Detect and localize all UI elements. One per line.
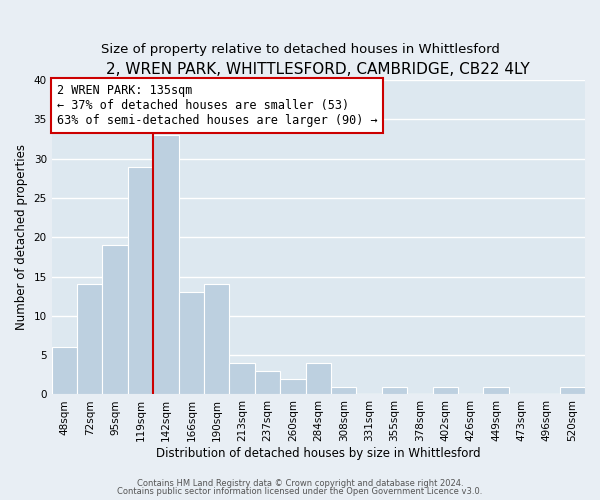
Bar [179,292,204,394]
Bar [77,284,103,395]
Bar [331,386,356,394]
Text: Size of property relative to detached houses in Whittlesford: Size of property relative to detached ho… [101,42,499,56]
Bar [484,386,509,394]
Title: 2, WREN PARK, WHITTLESFORD, CAMBRIDGE, CB22 4LY: 2, WREN PARK, WHITTLESFORD, CAMBRIDGE, C… [106,62,530,78]
X-axis label: Distribution of detached houses by size in Whittlesford: Distribution of detached houses by size … [156,447,481,460]
Text: Contains HM Land Registry data © Crown copyright and database right 2024.: Contains HM Land Registry data © Crown c… [137,478,463,488]
Bar [229,363,255,394]
Bar [280,378,305,394]
Bar [305,363,331,394]
Bar [204,284,229,395]
Bar [560,386,585,394]
Bar [52,348,77,395]
Bar [128,166,153,394]
Y-axis label: Number of detached properties: Number of detached properties [15,144,28,330]
Bar [433,386,458,394]
Bar [153,135,179,394]
Bar [382,386,407,394]
Bar [103,245,128,394]
Text: Contains public sector information licensed under the Open Government Licence v3: Contains public sector information licen… [118,487,482,496]
Bar [255,371,280,394]
Text: 2 WREN PARK: 135sqm
← 37% of detached houses are smaller (53)
63% of semi-detach: 2 WREN PARK: 135sqm ← 37% of detached ho… [57,84,377,127]
